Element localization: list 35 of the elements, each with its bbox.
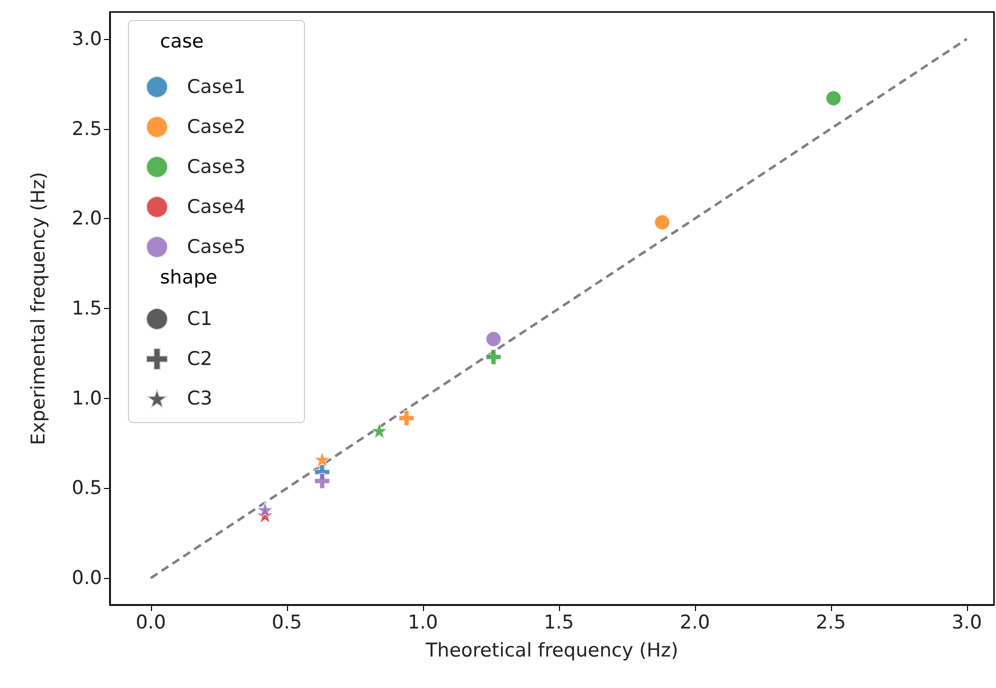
legend-label: C1 xyxy=(187,308,212,330)
legend-label: Case1 xyxy=(187,76,246,98)
x-tick-label: 1.0 xyxy=(408,612,438,634)
x-tick-label: 0.0 xyxy=(136,612,166,634)
y-tick-label: 0.5 xyxy=(72,477,102,500)
y-tick-label: 3.0 xyxy=(72,28,102,50)
annotation: shape xyxy=(160,266,218,288)
y-tick-label: 1.5 xyxy=(72,298,102,320)
legend-label: Case3 xyxy=(187,156,246,178)
x-tick-label: 1.5 xyxy=(544,612,574,634)
y-axis-title: Experimental frequency (Hz) xyxy=(28,172,50,446)
point xyxy=(314,473,330,489)
point xyxy=(486,349,502,365)
legend-label: C2 xyxy=(187,348,212,370)
y-tick-label: 1.0 xyxy=(72,387,102,410)
point xyxy=(314,451,331,468)
y-tick-label: 2.0 xyxy=(72,208,102,230)
point xyxy=(826,90,842,106)
legend-label: Case2 xyxy=(187,116,246,138)
x-axis-title: Theoretical frequency (Hz) xyxy=(424,640,678,662)
point xyxy=(256,501,274,518)
x-tick-label: 0.5 xyxy=(272,612,302,634)
point xyxy=(654,214,670,230)
point xyxy=(486,331,502,347)
y-tick-label: 0.0 xyxy=(72,567,102,590)
y-tick-label: 2.5 xyxy=(72,118,102,140)
point xyxy=(398,410,414,426)
legend-title: case xyxy=(160,30,204,52)
x-tick-label: 2.0 xyxy=(680,612,710,634)
x-tick-label: 3.0 xyxy=(952,612,982,634)
legend-label: Case4 xyxy=(187,196,246,218)
point xyxy=(370,422,388,440)
x-tick-label: 2.5 xyxy=(816,612,846,634)
legend-label: C3 xyxy=(187,387,212,410)
legend-label: Case5 xyxy=(187,236,246,258)
